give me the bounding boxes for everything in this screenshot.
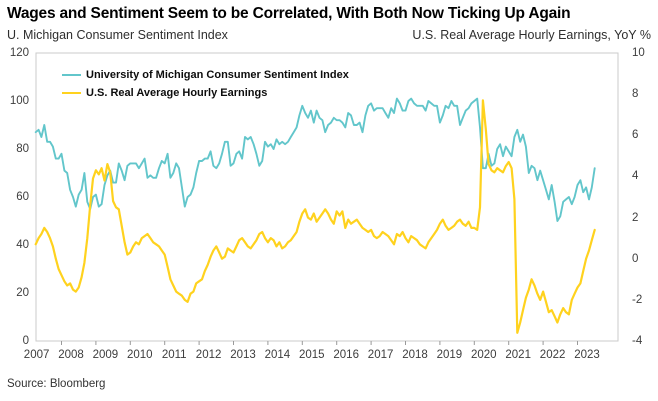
- x-axis-tick-label: 2014: [264, 349, 291, 361]
- legend-entry: University of Michigan Consumer Sentimen…: [62, 66, 349, 84]
- page-title: Wages and Sentiment Seem to be Correlate…: [7, 5, 571, 22]
- left-axis-title: U. Michigan Consumer Sentiment Index: [7, 28, 228, 42]
- earnings-line: [34, 99, 596, 334]
- y-axis-left-tick-label: 40: [16, 239, 29, 251]
- x-axis-tick-label: 2012: [195, 349, 222, 361]
- x-axis-tick-label: 2017: [367, 349, 394, 361]
- x-axis-tick-label: 2023: [574, 349, 600, 361]
- legend-label: U.S. Real Average Hourly Earnings: [86, 87, 268, 99]
- x-axis-tick-label: 2020: [471, 349, 497, 361]
- x-axis-tick-label: 2010: [127, 349, 153, 361]
- legend-label: University of Michigan Consumer Sentimen…: [86, 69, 349, 81]
- source-note: Source: Bloomberg: [7, 378, 106, 390]
- y-axis-left-tick-label: 100: [9, 95, 29, 107]
- x-axis-tick-label: 2019: [436, 349, 463, 361]
- chart-legend: University of Michigan Consumer Sentimen…: [62, 66, 349, 102]
- x-axis-tick-label: 2009: [92, 349, 119, 361]
- y-axis-left-tick-label: 80: [16, 143, 29, 155]
- x-axis-tick-label: 2007: [23, 349, 50, 361]
- legend-swatch: [62, 91, 81, 95]
- y-axis-right-tick-label: 8: [632, 88, 639, 101]
- x-axis-tick-label: 2011: [161, 349, 187, 361]
- y-axis-right-tick-label: -4: [632, 335, 643, 347]
- x-axis-tick-label: 2022: [539, 349, 566, 361]
- y-axis-right-tick-label: 0: [632, 252, 639, 265]
- x-axis-tick-label: 2021: [505, 349, 531, 361]
- y-axis-left-tick-label: 20: [16, 287, 29, 299]
- y-axis-right-tick-label: -2: [632, 293, 643, 306]
- y-axis-right-tick-label: 4: [632, 170, 639, 183]
- subtitle-row: U. Michigan Consumer Sentiment Index U.S…: [7, 28, 651, 42]
- y-axis-left-tick-label: 60: [16, 191, 29, 203]
- y-axis-right-tick-label: 2: [632, 211, 639, 224]
- y-axis-right-tick-label: 6: [632, 129, 639, 142]
- x-axis-tick-label: 2013: [230, 349, 256, 361]
- right-axis-title: U.S. Real Average Hourly Earnings, YoY %: [412, 28, 651, 42]
- x-axis-tick-label: 2016: [333, 349, 359, 361]
- x-axis-tick-label: 2018: [402, 349, 428, 361]
- y-axis-right-tick-label: 10: [632, 47, 645, 59]
- plot-frame: [35, 52, 619, 342]
- x-axis-tick-label: 2015: [299, 349, 325, 361]
- x-axis-tick-label: 2008: [58, 349, 84, 361]
- sentiment-line: [34, 97, 596, 222]
- legend-swatch: [62, 73, 81, 77]
- legend-entry: U.S. Real Average Hourly Earnings: [62, 84, 349, 102]
- y-axis-left-tick-label: 120: [9, 47, 29, 59]
- y-axis-left-tick-label: 0: [22, 335, 29, 347]
